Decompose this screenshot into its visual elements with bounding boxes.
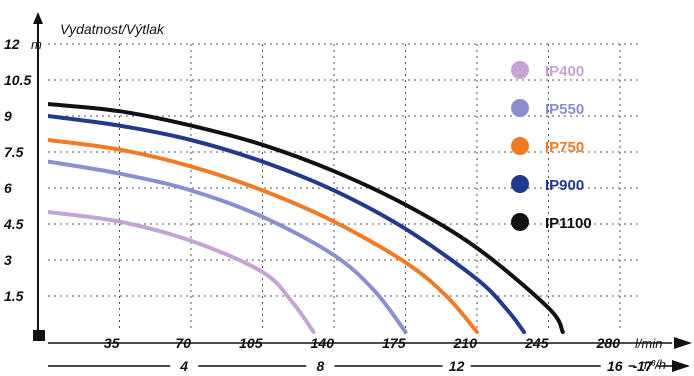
x2-tick-label: 17 [637,358,654,374]
y-tick-label: 3 [4,252,12,268]
x-axis-arrow [674,337,692,349]
x-tick-label: 70 [175,335,191,351]
series-line-ip400 [48,210,316,334]
x2-tick-label: 16 [607,358,623,374]
y-tick-label: 1.5 [4,288,24,304]
x-tick-label: 105 [239,335,263,351]
series-line-ip900 [48,114,526,334]
grid [48,43,640,332]
y-tick-label: 10.5 [4,72,31,88]
legend-label: IP550 [545,101,584,118]
series-lines [48,102,565,334]
legend-label: IP400 [545,63,584,80]
x2-tick-bg [442,358,471,372]
x2-tick-label: 12 [449,358,465,374]
legend-label: IP1100 [545,215,592,232]
y-tick-label: 4.5 [3,216,24,232]
x-tick-label: 245 [524,335,549,351]
x-tick-label: 140 [311,335,335,351]
x-tick-label: 210 [453,335,478,351]
legend-marker [511,137,529,155]
x2-axis-arrow [672,360,690,372]
x2-unit-label: m³/h [640,357,666,372]
secondary-x-axis: 4 8 12 16 17- [48,358,672,374]
y-tick-label: 9 [4,108,12,124]
x2-tick-bg [306,358,335,372]
legend-label: IP750 [545,139,584,156]
y-axis-arrow [33,12,43,24]
series-line-ip550 [48,159,408,334]
chart-title: Vydatnost/Výtlak [60,21,165,37]
legend-marker [511,213,529,231]
x2-tick-label: 4 [179,358,188,374]
y-tick-labels: 12 10.5 9 7.5 6 4.5 3 1.5 [3,36,31,304]
y-tick-label: 7.5 [4,144,24,160]
legend-marker [511,175,529,193]
y-tick-label: 6 [4,180,12,196]
legend: IP400 IP550 IP750 IP900 IP1100 [511,61,592,232]
y-tick-label: 12 [4,36,20,52]
x2-tick-bg [600,358,629,372]
legend-marker [511,99,529,117]
x2-tick-bg [634,358,657,372]
y-unit-label: m [31,37,42,52]
x2-tick-bg [170,358,199,372]
series-line-ip750 [48,138,479,334]
x-tick-label: 175 [382,335,406,351]
x2-tick-separator: - [633,358,638,374]
origin-marker [33,330,45,341]
series-line-ip1100 [48,102,565,334]
x2-tick-label: 8 [316,358,324,374]
legend-marker [511,61,529,79]
legend-label: IP900 [545,177,584,194]
x-tick-labels: 35 70 105 140 175 210 245 280 [48,335,672,351]
x-unit-label: l/min [635,336,662,351]
x-tick-label: 280 [596,335,621,351]
x-tick-label: 35 [104,335,120,351]
